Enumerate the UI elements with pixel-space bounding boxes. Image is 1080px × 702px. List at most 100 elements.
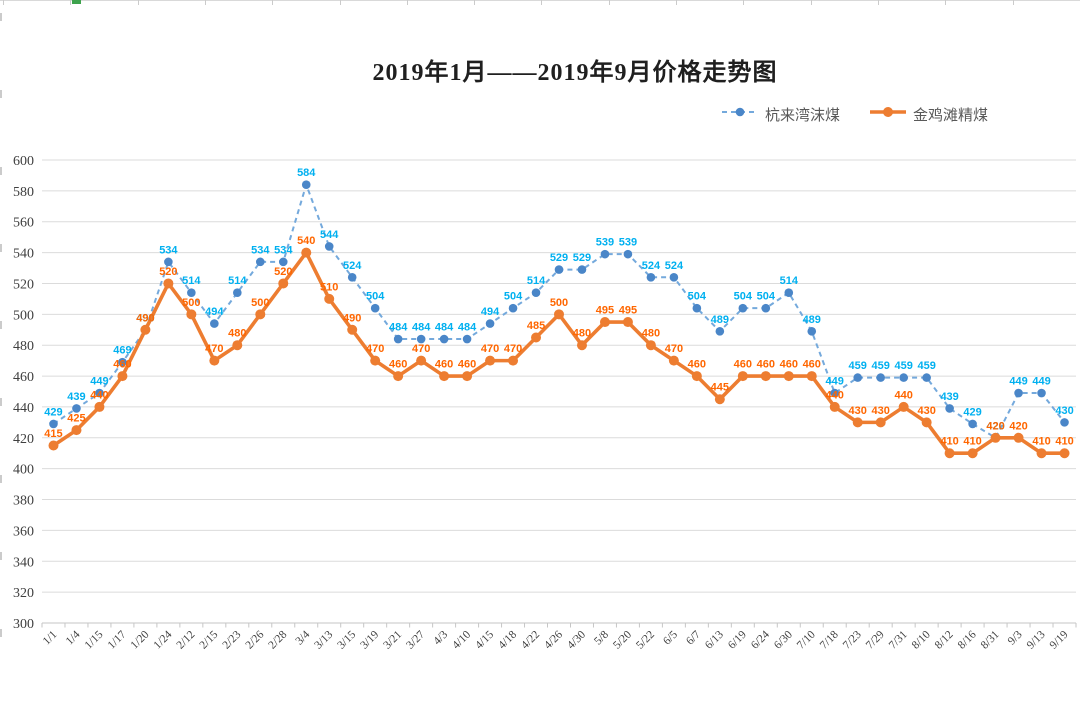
data-point-marker-hanglaiwan: [439, 334, 449, 344]
sheet-column-tick: [541, 0, 543, 5]
data-label-hanglaiwan: 494: [205, 306, 224, 318]
x-axis-label: 7/23: [841, 628, 864, 651]
y-axis-label: 480: [13, 339, 34, 354]
data-label-jinjitan: 420: [1009, 420, 1027, 432]
data-point-marker-hanglaiwan: [49, 419, 58, 429]
sheet-column-tick: [272, 0, 274, 5]
data-point-marker-jinjitan: [599, 317, 610, 328]
sheet-row-tick: [0, 629, 2, 637]
legend-item-jinjitan[interactable]: 金鸡滩精煤: [870, 104, 988, 125]
data-point-marker-jinjitan: [48, 440, 59, 451]
data-label-hanglaiwan: 529: [573, 252, 591, 264]
data-point-marker-jinjitan: [645, 340, 656, 351]
data-label-hanglaiwan: 534: [159, 244, 178, 256]
y-axis-label: 580: [13, 185, 34, 200]
data-point-marker-hanglaiwan: [968, 419, 977, 429]
data-point-marker-jinjitan: [1059, 448, 1070, 459]
data-point-marker-hanglaiwan: [324, 242, 334, 251]
y-axis-label: 520: [13, 277, 34, 292]
sheet-row-tick: [0, 167, 2, 175]
data-point-marker-hanglaiwan: [945, 404, 954, 413]
data-label-jinjitan: 500: [182, 297, 200, 309]
x-axis-label: 9/3: [1006, 628, 1025, 647]
data-label-jinjitan: 415: [44, 428, 62, 440]
data-point-marker-jinjitan: [117, 371, 128, 382]
sheet-column-tick: [339, 0, 341, 5]
sheet-column-tick: [474, 0, 476, 5]
sheet-top-green-tick: [72, 0, 81, 4]
data-point-marker-hanglaiwan: [187, 288, 196, 298]
x-axis-label: 4/30: [565, 628, 588, 651]
x-axis-label: 8/10: [910, 628, 933, 651]
data-label-jinjitan: 440: [90, 389, 108, 401]
sheet-column-tick: [406, 0, 408, 5]
x-axis-label: 5/8: [592, 628, 611, 647]
data-label-jinjitan: 440: [826, 389, 844, 401]
y-axis-label: 500: [13, 308, 34, 323]
data-label-jinjitan: 410: [1055, 436, 1073, 448]
data-point-marker-jinjitan: [622, 317, 633, 328]
data-point-marker-jinjitan: [485, 355, 496, 366]
data-label-hanglaiwan: 484: [458, 322, 477, 334]
x-axis-label: 7/18: [818, 628, 841, 651]
data-label-hanglaiwan: 524: [343, 260, 362, 272]
x-axis-label: 8/31: [979, 628, 1002, 651]
data-point-marker-hanglaiwan: [531, 288, 541, 298]
y-axis-label: 560: [13, 216, 34, 231]
data-point-marker-jinjitan: [347, 324, 358, 335]
sheet-row-tick: [0, 475, 2, 483]
data-label-hanglaiwan: 489: [711, 314, 729, 326]
data-label-jinjitan: 480: [642, 328, 660, 340]
data-label-hanglaiwan: 539: [596, 237, 614, 249]
data-point-marker-jinjitan: [944, 448, 955, 459]
data-label-jinjitan: 440: [894, 389, 912, 401]
x-axis-label: 3/27: [404, 628, 427, 651]
data-label-hanglaiwan: 439: [940, 391, 958, 403]
x-axis-label: 3/21: [381, 628, 404, 651]
data-point-marker-jinjitan: [668, 355, 679, 366]
data-label-jinjitan: 480: [573, 328, 591, 340]
data-point-marker-jinjitan: [370, 355, 381, 366]
data-point-marker-hanglaiwan: [72, 404, 81, 413]
x-axis-label: 6/30: [772, 628, 795, 651]
x-axis-label: 1/17: [106, 628, 129, 651]
data-point-marker-jinjitan: [71, 425, 82, 436]
x-axis-label: 7/29: [864, 628, 887, 651]
x-axis-label: 1/20: [129, 628, 152, 651]
data-label-jinjitan: 460: [113, 359, 131, 371]
legend-item-hanglaiwan[interactable]: 杭来湾沫煤: [722, 104, 840, 125]
sheet-column-tick: [743, 0, 745, 5]
x-axis-label: 9/19: [1048, 628, 1071, 651]
sheet-row-tick: [0, 552, 2, 560]
x-axis-label: 2/15: [198, 628, 221, 651]
data-label-hanglaiwan: 430: [1055, 405, 1073, 417]
sheet-column-tick: [1012, 0, 1014, 5]
x-axis-label: 3/13: [312, 628, 335, 651]
data-point-marker-hanglaiwan: [600, 249, 610, 259]
data-point-marker-jinjitan: [691, 371, 702, 382]
x-axis-label: 6/13: [703, 628, 726, 651]
sheet-row-tick: [0, 321, 2, 329]
data-label-jinjitan: 520: [274, 266, 292, 278]
x-axis-label: 2/23: [220, 628, 243, 651]
x-axis-label: 7/10: [795, 628, 818, 651]
data-point-marker-hanglaiwan: [669, 272, 679, 282]
data-point-marker-jinjitan: [416, 355, 427, 366]
data-label-hanglaiwan: 494: [481, 306, 500, 318]
data-point-marker-jinjitan: [554, 309, 564, 320]
data-point-marker-jinjitan: [1013, 432, 1024, 443]
data-label-hanglaiwan: 544: [320, 229, 339, 241]
sheet-row-tick: [0, 244, 2, 252]
data-label-hanglaiwan: 439: [67, 391, 85, 403]
data-label-hanglaiwan: 459: [894, 360, 912, 372]
data-point-marker-jinjitan: [829, 401, 840, 412]
data-label-hanglaiwan: 514: [228, 275, 247, 287]
data-label-jinjitan: 460: [803, 359, 821, 371]
x-axis-label: 1/4: [64, 628, 83, 647]
data-point-marker-jinjitan: [576, 340, 587, 351]
dashed-line-dot-icon: [722, 105, 758, 124]
data-point-marker-hanglaiwan: [118, 357, 127, 367]
